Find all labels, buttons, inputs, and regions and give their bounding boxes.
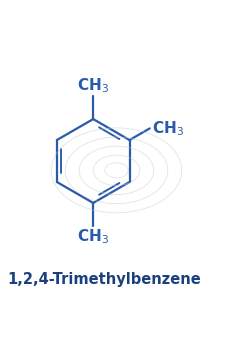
Text: 1,2,4-Trimethylbenzene: 1,2,4-Trimethylbenzene	[7, 272, 201, 287]
Text: CH$_3$: CH$_3$	[77, 228, 109, 246]
Text: CH$_3$: CH$_3$	[152, 119, 184, 138]
Text: CH$_3$: CH$_3$	[77, 76, 109, 95]
